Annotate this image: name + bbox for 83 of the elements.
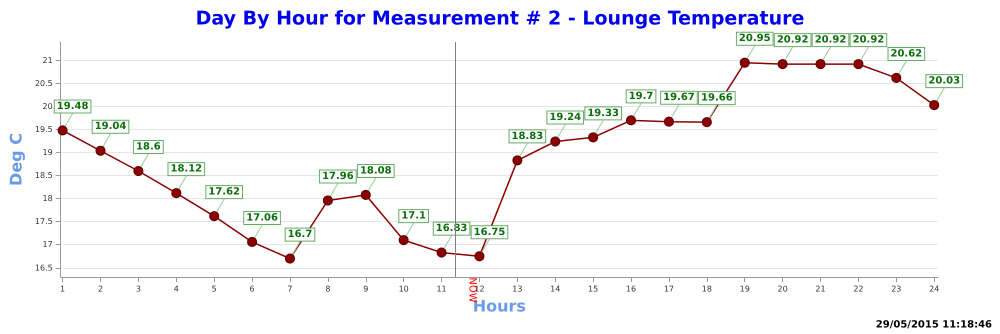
data-label: 20.92 — [814, 34, 846, 46]
point — [58, 125, 68, 136]
x-tick-label: 21 — [815, 284, 826, 294]
data-label: 20.95 — [738, 33, 771, 44]
data-label: 17.1 — [401, 210, 426, 222]
point — [816, 59, 826, 70]
data-label: 20.03 — [928, 76, 960, 87]
x-tick-label: 4 — [174, 284, 179, 294]
point — [853, 59, 864, 70]
point — [474, 251, 484, 262]
x-tick-label: 10 — [398, 284, 409, 294]
y-tick-label: 16.5 — [34, 263, 53, 272]
point — [171, 188, 182, 198]
data-label: 17.62 — [208, 186, 240, 198]
y-tick-label: 19.5 — [34, 125, 53, 134]
x-tick-label: 3 — [136, 284, 141, 294]
data-label: 16.7 — [288, 229, 312, 240]
x-tick-label: 9 — [363, 284, 368, 294]
point — [891, 72, 902, 83]
chart-title: Day By Hour for Measurement # 2 - Lounge Temperature — [196, 8, 804, 30]
point — [550, 136, 560, 147]
data-label: 17.06 — [246, 212, 278, 224]
x-tick-label: 22 — [853, 284, 864, 294]
point — [740, 58, 750, 68]
x-tick-label: 6 — [250, 284, 255, 294]
y-tick-label: 21 — [42, 56, 53, 65]
y-tick-label: 19 — [42, 148, 53, 158]
data-label: 19.33 — [587, 108, 619, 119]
x-tick-label: 5 — [212, 284, 217, 294]
data-label: 18.12 — [170, 164, 202, 175]
point — [588, 132, 598, 142]
data-label: 19.67 — [663, 92, 695, 104]
point — [436, 248, 447, 258]
y-tick-label: 18.5 — [34, 171, 53, 180]
x-tick-label: 19 — [740, 284, 750, 294]
data-label: 19.24 — [549, 112, 582, 124]
x-tick-label: 23 — [891, 284, 902, 294]
x-tick-label: 15 — [588, 284, 598, 294]
x-tick-label: 1 — [60, 284, 66, 294]
x-tick-label: 18 — [702, 284, 712, 294]
data-label: 18.08 — [360, 165, 392, 176]
data-label: 20.92 — [852, 34, 884, 46]
point — [626, 115, 636, 126]
point — [209, 211, 220, 222]
point — [133, 166, 144, 176]
data-label: 16.75 — [474, 226, 506, 238]
y-tick-label: 17 — [42, 240, 53, 250]
x-tick-label: 2 — [98, 284, 104, 294]
y-axis-title: Deg C — [6, 133, 26, 186]
data-label: 19.7 — [628, 90, 654, 102]
data-label: 20.62 — [890, 48, 922, 60]
point — [398, 235, 409, 246]
y-tick-label: 20.5 — [34, 78, 53, 88]
x-tick-label: 24 — [929, 284, 940, 294]
x-tick-label: 7 — [287, 284, 293, 294]
point — [360, 190, 371, 200]
point — [778, 59, 788, 70]
x-tick-label: 14 — [550, 284, 560, 294]
data-label: 19.48 — [56, 100, 88, 112]
x-tick-label: 20 — [778, 284, 788, 294]
point — [664, 116, 674, 127]
x-tick-label: 16 — [626, 284, 636, 294]
data-label: 19.04 — [94, 121, 126, 132]
data-label: 17.96 — [322, 171, 354, 182]
y-tick-label: 20 — [42, 102, 53, 112]
y-tick-label: 18 — [42, 194, 53, 204]
y-tick-label: 17.5 — [34, 217, 53, 226]
point — [284, 254, 295, 264]
data-label: 19.66 — [701, 92, 733, 104]
x-tick-label: 13 — [512, 284, 522, 294]
data-label: 18.6 — [136, 142, 161, 153]
x-tick-label: 17 — [664, 284, 674, 294]
data-label: 18.83 — [512, 130, 544, 142]
x-tick-label: 8 — [325, 284, 330, 294]
point — [512, 155, 522, 166]
point — [247, 236, 258, 247]
data-label: 20.92 — [776, 34, 808, 46]
text: 29/05/2015 11:18:46 — [876, 320, 992, 330]
x-tick-label: 11 — [436, 284, 447, 294]
point — [702, 117, 712, 128]
point — [929, 100, 940, 110]
point — [322, 196, 333, 206]
point — [96, 146, 106, 156]
